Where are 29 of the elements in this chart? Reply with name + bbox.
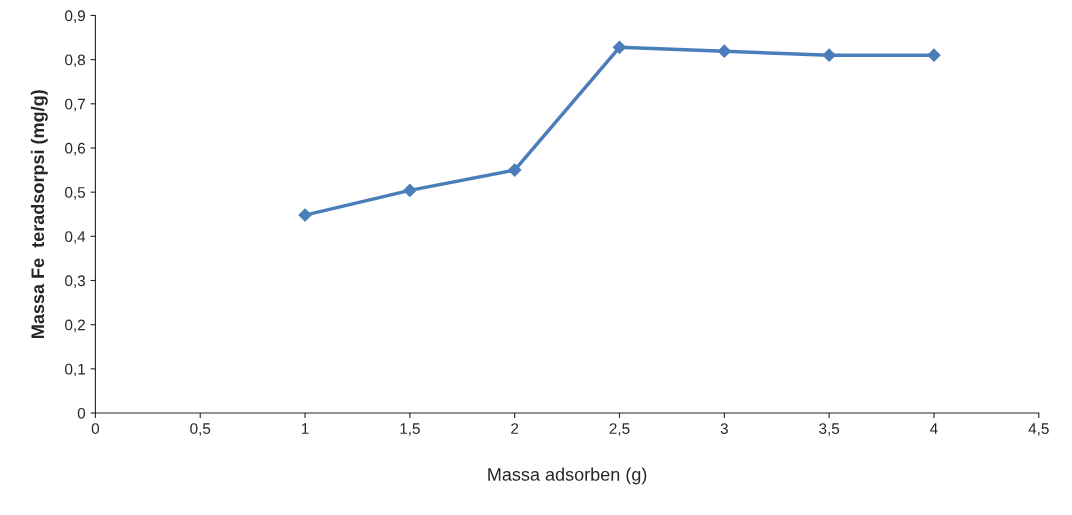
y-tick-label: 0,7 (65, 98, 85, 112)
y-tick-label: 0,1 (65, 363, 85, 377)
x-tick-label: 2 (511, 423, 519, 434)
y-tick-label: 0,4 (65, 231, 86, 244)
y-tick-label: 0,3 (65, 275, 86, 288)
y-tick-label: 0,2 (65, 319, 85, 333)
x-tick-label: 3 (720, 423, 728, 434)
x-axis-title: Massa adsorben (g) (488, 467, 647, 485)
y-tick-label: 0,6 (65, 142, 86, 156)
point (822, 48, 837, 63)
y-tick-label: 0,9 (65, 10, 85, 23)
x-tick-label: 1 (301, 423, 309, 434)
x-tick-label: 1,5 (400, 423, 420, 436)
point (717, 44, 732, 59)
point (612, 40, 627, 55)
point (298, 208, 312, 222)
point (507, 163, 522, 177)
y-tick-label: 0,5 (65, 187, 86, 200)
y-axis-title: Massa Fe teradsorpsi (mg/g) (30, 90, 48, 338)
x-tick-label: 2,5 (609, 423, 630, 436)
x-tick-label: 0 (91, 423, 100, 434)
point (927, 48, 941, 63)
x-tick-label: 4 (930, 423, 938, 434)
y-tick-label: 0 (77, 407, 86, 419)
x-tick-label: 0,5 (190, 423, 211, 436)
x-tick-label: 3,5 (819, 423, 840, 436)
point (402, 183, 417, 198)
y-tick-label: 0,8 (65, 54, 86, 68)
x-tick-label: 4,5 (1028, 423, 1049, 436)
